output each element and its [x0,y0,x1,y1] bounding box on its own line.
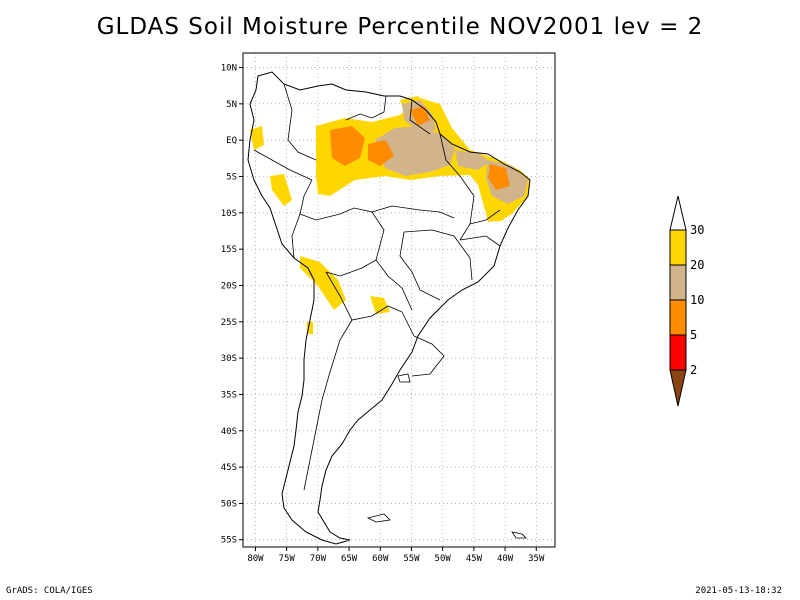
legend-swatch-10-20 [669,264,687,301]
grid-lines [239,53,555,551]
shade-orange-3 [410,106,430,126]
legend-label-20: 20 [690,258,704,272]
lon-tick-label: 65W [341,554,358,564]
shade-peru [270,174,292,206]
coastline-south-america [247,71,531,545]
lat-tick-label: 50S [221,499,237,509]
lon-tick-label: 35W [528,554,545,564]
lat-tick-label: 10S [221,209,237,219]
legend-swatch-2-5 [669,334,687,371]
lat-tick-label: EQ [226,136,237,146]
legend-colorbar: 30 20 10 5 2 [669,195,704,407]
shade-paraguay [370,296,390,314]
lat-tick-label: 55S [221,536,237,546]
lat-tick-label: 45S [221,463,237,473]
lon-tick-label: 80W [247,554,264,564]
footer-timestamp: 2021-05-13-18:32 [695,586,782,596]
lat-tick-label: 15S [221,245,237,255]
legend-label-5: 5 [690,328,697,342]
footer-credit: GrADS: COLA/IGES [6,586,93,596]
plot-area: 10N5NEQ5S10S15S20S25S30S35S40S45S50S55S … [221,52,556,564]
legend-swatch-below-2 [669,369,687,407]
lat-tick-label: 10N [221,64,237,74]
legend-label-2: 2 [690,363,697,377]
shade-orange-4 [488,164,510,190]
legend-swatch-above-30 [669,195,687,231]
lon-tick-label: 45W [466,554,483,564]
legend-label-30: 30 [690,223,704,237]
lon-tick-label: 55W [403,554,420,564]
lon-tick-label: 75W [279,554,296,564]
legend-label-10: 10 [690,293,704,307]
map-title: GLDAS Soil Moisture Percentile NOV2001 l… [96,14,704,40]
lat-tick-label: 25S [221,318,237,328]
country-borders [253,83,501,491]
plot-frame [242,52,556,548]
shade-bolivia [300,256,346,310]
shade-orange-1 [330,126,365,166]
lon-tick-label: 60W [372,554,389,564]
legend-swatch-5-10 [669,299,687,336]
lat-tick-label: 20S [221,281,237,291]
shade-tan-central [375,126,455,176]
lat-tick-label: 40S [221,427,237,437]
lat-tick-label: 30S [221,354,237,364]
shade-ecuador [250,126,264,150]
shaded-regions [250,96,530,334]
lon-tick-label: 40W [497,554,514,564]
lon-tick-label: 50W [435,554,452,564]
lon-tick-labels: 80W 75W 70W 65W 60W 55W 50W 45W 40W 35W [247,554,545,564]
lat-tick-label: 5N [226,100,237,110]
shade-tan-coast [455,150,490,170]
legend-swatch-20-30 [669,229,687,266]
islands [366,373,527,539]
shade-orange-2 [368,140,394,166]
lat-tick-labels: 10N 5N EQ 5S 10S 15S 20S 25S 30S 35S 40S 45S 50S 55S [221,64,237,546]
lon-tick-label: 70W [310,554,327,564]
lat-tick-label: 5S [226,173,237,183]
lat-tick-label: 35S [221,390,237,400]
